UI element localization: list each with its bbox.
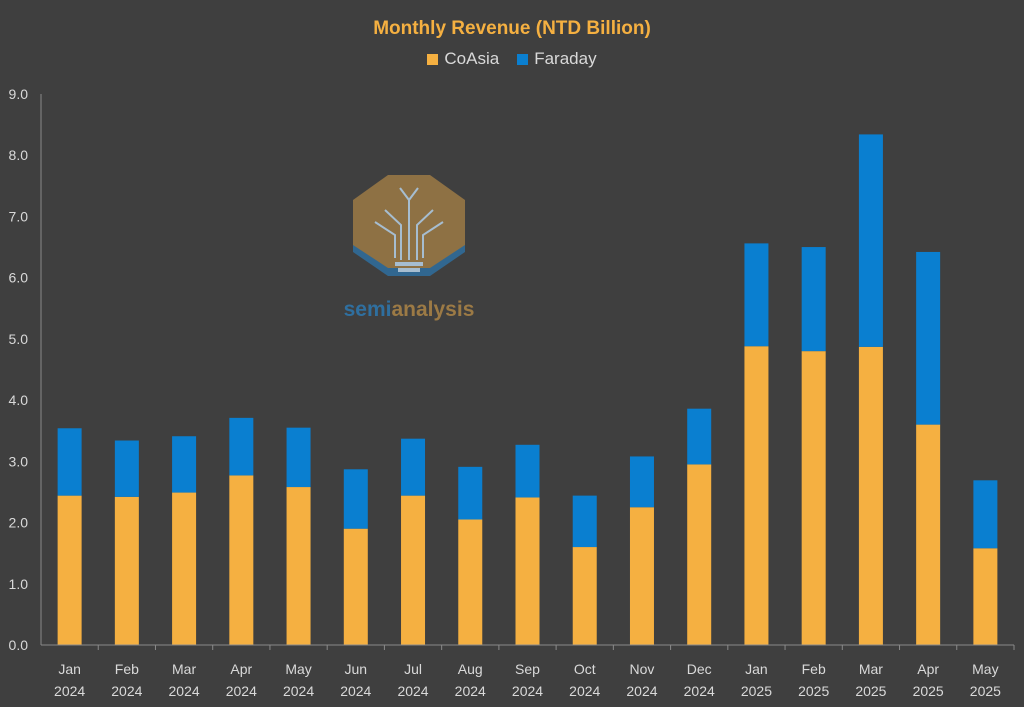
x-tick-label-year: 2025 [855,683,886,699]
legend-swatch-faraday [517,53,529,65]
x-tick-label-year: 2025 [798,683,829,699]
x-tick-label-year: 2024 [54,683,85,699]
y-tick-label: 7.0 [9,208,29,224]
bar-faraday-7 [458,466,483,520]
x-tick-label-month: Feb [115,661,139,677]
legend-item-faraday: Faraday [517,49,597,69]
bar-coasia-14 [858,346,883,645]
x-tick-label-year: 2025 [970,683,1001,699]
x-tick-label-year: 2025 [913,683,944,699]
x-tick-label-month: Jul [404,661,422,677]
bar-faraday-2 [172,436,197,493]
bar-coasia-13 [801,351,826,645]
bar-coasia-3 [229,475,254,645]
bar-faraday-3 [229,417,254,476]
bar-coasia-10 [629,507,654,645]
y-tick-label: 8.0 [9,147,29,163]
x-tick-label-month: May [285,661,311,677]
x-tick-label-month: Sep [515,661,540,677]
x-tick-label-month: May [972,661,998,677]
bar-coasia-15 [916,424,941,645]
legend-item-coasia: CoAsia [427,49,499,69]
bar-faraday-6 [401,438,426,496]
x-tick-label-month: Apr [230,661,252,677]
legend-swatch-coasia [427,53,439,65]
bar-faraday-10 [629,456,654,508]
legend-label-coasia: CoAsia [444,49,500,68]
y-tick-label: 6.0 [9,270,29,286]
bar-coasia-12 [744,346,769,645]
x-tick-label-year: 2024 [397,683,428,699]
bar-faraday-14 [858,134,883,347]
bar-coasia-11 [687,464,712,645]
x-tick-label-month: Nov [630,661,655,677]
bar-coasia-8 [515,497,540,645]
x-tick-label-month: Dec [687,661,712,677]
x-tick-label-year: 2024 [283,683,314,699]
x-tick-label-month: Jan [745,661,768,677]
bar-coasia-6 [401,495,426,645]
bar-faraday-0 [57,428,82,496]
chart-legend: CoAsia Faraday [0,49,1024,69]
bar-coasia-1 [114,496,139,645]
x-tick-label-month: Jun [345,661,368,677]
bar-faraday-1 [114,440,139,497]
x-tick-label-month: Mar [172,661,196,677]
bar-faraday-15 [916,251,941,425]
bar-faraday-4 [286,427,311,488]
bar-coasia-0 [57,495,82,645]
x-tick-label-month: Apr [917,661,939,677]
x-tick-label-year: 2024 [340,683,371,699]
bar-faraday-16 [973,480,998,549]
x-tick-label-month: Oct [574,661,596,677]
x-tick-label-year: 2024 [512,683,543,699]
y-tick-label: 2.0 [9,515,29,531]
bar-faraday-12 [744,243,769,347]
x-tick-label-year: 2024 [684,683,715,699]
bar-coasia-9 [572,547,597,645]
x-tick-label-year: 2024 [569,683,600,699]
bar-faraday-5 [343,469,368,529]
bar-coasia-2 [172,492,197,645]
y-tick-label: 5.0 [9,331,29,347]
bar-coasia-16 [973,548,998,645]
x-tick-label-month: Feb [802,661,826,677]
x-tick-label-month: Aug [458,661,483,677]
x-axis: Jan 2024 Feb 2024 Mar 2024 Apr 2024 May 2024 Jun 20… [54,645,1015,699]
bar-faraday-11 [687,408,712,465]
y-tick-label: 9.0 [9,86,29,102]
y-tick-label: 3.0 [9,453,29,469]
bar-coasia-5 [343,528,368,645]
bar-coasia-7 [458,519,483,645]
legend-label-faraday: Faraday [534,49,597,68]
x-tick-label-month: Mar [859,661,883,677]
x-tick-label-year: 2024 [226,683,257,699]
watermark-text: semianalysis [344,298,475,321]
bar-faraday-8 [515,444,540,498]
bars-layer [57,134,998,645]
x-tick-label-year: 2024 [626,683,657,699]
y-tick-label: 4.0 [9,392,29,408]
bar-faraday-9 [572,495,597,548]
y-tick-label: 0.0 [9,637,29,653]
x-tick-label-year: 2025 [741,683,772,699]
x-tick-label-year: 2024 [111,683,142,699]
x-tick-label-year: 2024 [169,683,200,699]
y-axis: 0.0 1.0 2.0 3.0 4.0 5.0 6.0 7.0 8.0 9.0 [9,86,29,653]
chart-title: Monthly Revenue (NTD Billion) [373,18,651,39]
bar-coasia-4 [286,487,311,645]
y-tick-label: 1.0 [9,576,29,592]
bar-faraday-13 [801,247,826,352]
semianalysis-logo-icon [353,175,465,276]
x-tick-label-month: Jan [58,661,81,677]
x-tick-label-year: 2024 [455,683,486,699]
